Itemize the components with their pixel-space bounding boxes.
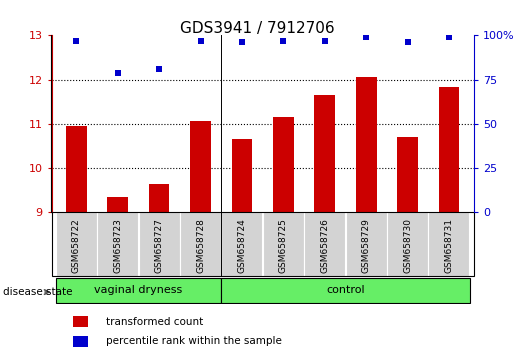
Bar: [108, 197, 128, 212]
Bar: [428, 212, 470, 276]
Bar: [439, 87, 459, 212]
Text: percentile rank within the sample: percentile rank within the sample: [107, 336, 282, 346]
Point: [196, 38, 204, 44]
Text: GSM658724: GSM658724: [237, 218, 247, 273]
Text: GSM658727: GSM658727: [154, 218, 164, 273]
Text: GSM658722: GSM658722: [72, 218, 81, 273]
Point: [114, 70, 122, 75]
Bar: [73, 336, 88, 347]
Bar: [273, 117, 294, 212]
Bar: [180, 212, 221, 276]
Point: [321, 38, 329, 44]
Bar: [263, 212, 304, 276]
Text: vaginal dryness: vaginal dryness: [94, 285, 183, 295]
Bar: [149, 184, 169, 212]
Bar: [66, 126, 87, 212]
Text: GSM658726: GSM658726: [320, 218, 329, 273]
Text: GSM658725: GSM658725: [279, 218, 288, 273]
Point: [403, 40, 411, 45]
Point: [362, 34, 370, 40]
Text: transformed count: transformed count: [107, 316, 203, 326]
Bar: [139, 212, 180, 276]
Bar: [190, 121, 211, 212]
Point: [238, 40, 246, 45]
Bar: [314, 95, 335, 212]
Bar: [356, 78, 376, 212]
Point: [72, 38, 80, 44]
Bar: [304, 212, 345, 276]
Bar: [346, 212, 387, 276]
Point: [279, 38, 287, 44]
Text: GSM658731: GSM658731: [444, 218, 454, 273]
Bar: [221, 278, 470, 303]
Text: GSM658723: GSM658723: [113, 218, 122, 273]
Text: GSM658730: GSM658730: [403, 218, 412, 273]
Point: [445, 34, 453, 40]
Text: control: control: [326, 285, 365, 295]
Bar: [387, 212, 428, 276]
Bar: [232, 139, 252, 212]
Point: [155, 66, 163, 72]
Text: GSM658728: GSM658728: [196, 218, 205, 273]
Text: disease state: disease state: [3, 287, 72, 297]
Bar: [56, 278, 221, 303]
Bar: [73, 316, 88, 327]
Text: GDS3941 / 7912706: GDS3941 / 7912706: [180, 21, 335, 36]
Bar: [56, 212, 97, 276]
Bar: [97, 212, 138, 276]
Bar: [397, 137, 418, 212]
Bar: [221, 212, 263, 276]
Text: GSM658729: GSM658729: [362, 218, 371, 273]
